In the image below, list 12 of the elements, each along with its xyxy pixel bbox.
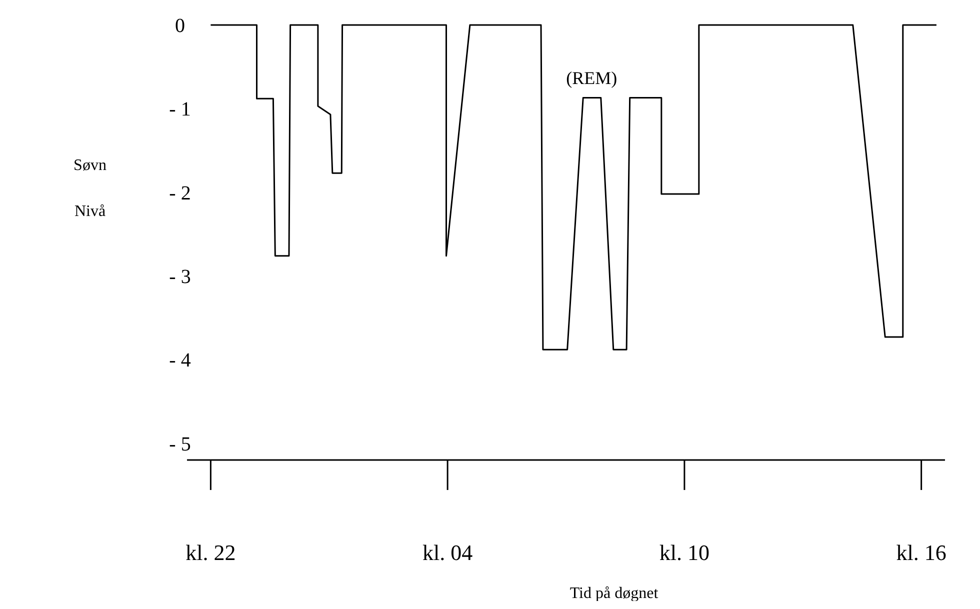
text: Søvn Nivå [74,157,106,220]
y-tick-label: - 2 [169,182,191,204]
y-tick-label: - 3 [169,266,191,288]
y-tick-label: - 4 [169,350,191,372]
x-tick-label: kl. 10 [659,540,710,565]
x-tick-label: kl. 04 [422,540,473,565]
y-tick-label: - 5 [169,433,191,456]
x-tick-label: kl. 22 [186,540,236,565]
y-tick-label: 0 [175,15,185,37]
y-tick-label: - 1 [169,98,191,121]
annotation: (REM) [566,68,618,88]
x-tick-label: kl. 16 [896,540,946,565]
